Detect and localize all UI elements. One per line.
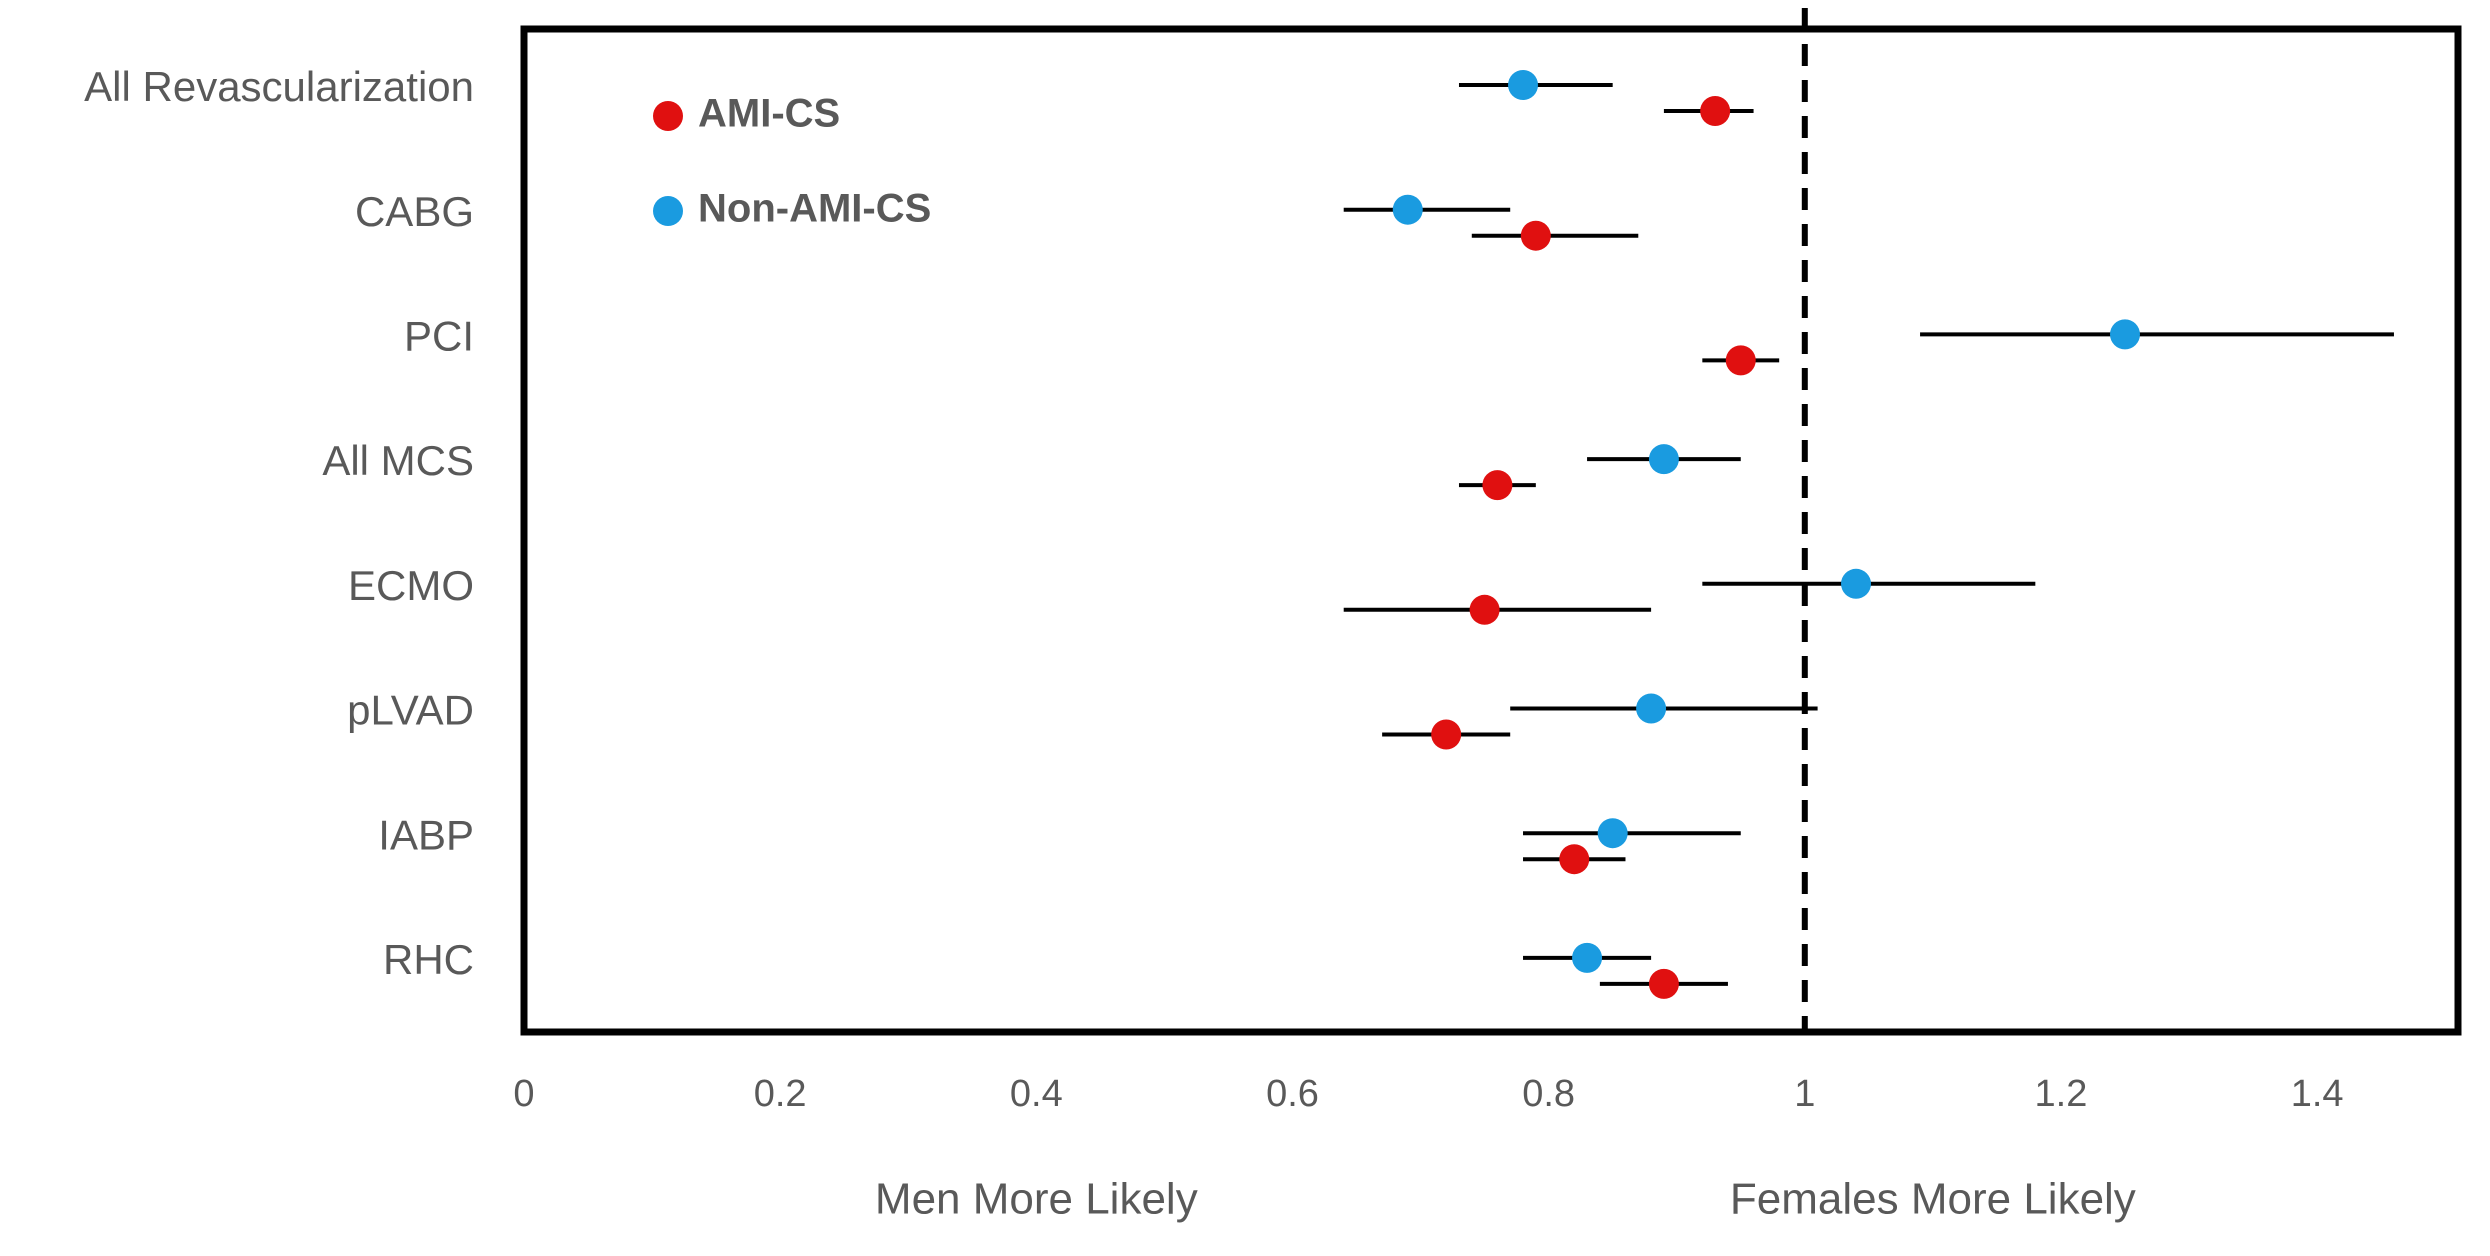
x-tick-label: 0.6 — [1266, 1073, 1319, 1115]
category-label: IABP — [378, 811, 474, 858]
point-estimate — [1648, 968, 1679, 999]
plot-frame — [520, 25, 2462, 1036]
axis-annotation: Men More Likely — [875, 1175, 1198, 1224]
category-label: CABG — [355, 188, 474, 235]
point-estimate — [1648, 444, 1679, 475]
legend-marker — [653, 101, 683, 131]
category-label: ECMO — [348, 562, 474, 609]
point-estimate — [1725, 345, 1756, 376]
axis-annotation: Females More Likely — [1730, 1175, 2136, 1224]
category-label: All MCS — [322, 437, 474, 484]
point-estimate — [1508, 70, 1539, 100]
point-estimate — [1841, 568, 1872, 599]
point-estimate — [1572, 942, 1603, 973]
legend-label: Non-AMI-CS — [698, 187, 931, 231]
category-label: RHC — [383, 936, 474, 983]
legend-label: AMI-CS — [698, 92, 840, 136]
x-tick-label: 0.4 — [1010, 1073, 1063, 1115]
x-tick-label: 1.4 — [2291, 1073, 2344, 1115]
point-estimate — [1469, 594, 1500, 625]
point-estimate — [1482, 470, 1513, 501]
x-tick-label: 1.2 — [2035, 1073, 2088, 1115]
x-tick-label: 1 — [1794, 1073, 1815, 1115]
x-tick-label: 0 — [513, 1073, 534, 1115]
point-estimate — [1520, 220, 1551, 251]
point-estimate — [1559, 844, 1590, 875]
point-estimate — [1636, 693, 1667, 724]
point-estimate — [1700, 96, 1731, 126]
category-label: PCI — [404, 312, 474, 359]
x-tick-label: 0.8 — [1522, 1073, 1575, 1115]
point-estimate — [2109, 319, 2140, 350]
x-tick-label: 0.2 — [754, 1073, 807, 1115]
point-estimate — [1431, 719, 1462, 750]
point-estimate — [1597, 818, 1628, 849]
category-label: All Revascularization — [84, 63, 474, 110]
point-estimate — [1392, 194, 1423, 225]
legend-marker — [653, 196, 683, 226]
category-label: pLVAD — [347, 687, 474, 734]
